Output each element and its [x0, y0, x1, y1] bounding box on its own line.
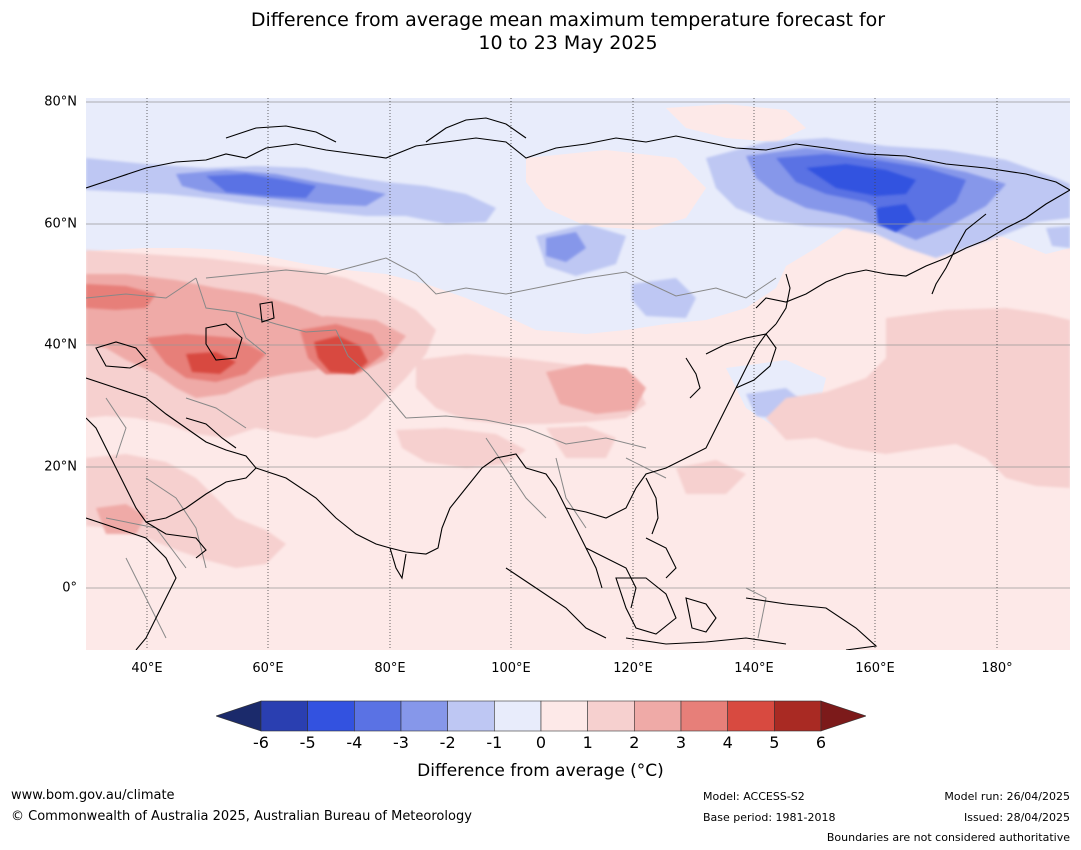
warm-anomaly-region — [526, 150, 706, 230]
warm-anomaly-region — [86, 284, 156, 310]
colorbar-extend-high — [820, 700, 866, 732]
cool-anomaly-region — [876, 204, 916, 232]
warm-anomaly-region — [314, 336, 368, 374]
cool-anomaly-region — [546, 232, 586, 262]
copyright-text: © Commonwealth of Australia 2025, Austra… — [11, 809, 472, 824]
lon-label-160e: 160°E — [855, 661, 895, 676]
map-title: Difference from average mean maximum tem… — [0, 9, 1081, 55]
warm-anomaly-region — [396, 428, 526, 468]
colorbar-cell — [727, 700, 775, 732]
cool-anomaly-region — [1046, 226, 1070, 248]
warm-anomaly-region — [666, 104, 806, 142]
lon-label-120e: 120°E — [613, 661, 653, 676]
latitude-gridlines — [86, 101, 1070, 589]
warm-anomaly-region — [186, 352, 236, 374]
colorbar-cell — [634, 700, 682, 732]
colorbar-extend-low — [216, 700, 262, 732]
lon-label-140e: 140°E — [734, 661, 774, 676]
colorbar-tick-label: 2 — [629, 733, 640, 752]
base-period-text: Base period: 1981-2018 — [703, 811, 836, 824]
colorbar-title: Difference from average (°C) — [417, 761, 664, 781]
warm-anomaly-region — [86, 274, 346, 398]
colorbar-cell — [307, 700, 355, 732]
lon-label-60e: 60°E — [252, 661, 284, 676]
colorbar-tick-label: -1 — [486, 733, 503, 752]
cool-anomaly-region — [806, 164, 916, 196]
country-boundaries — [86, 257, 777, 639]
colorbar — [216, 700, 866, 732]
colorbar-tick-label: 5 — [769, 733, 780, 752]
lon-label-40e: 40°E — [131, 661, 163, 676]
title-line-2: 10 to 23 May 2025 — [478, 32, 658, 54]
warm-anomaly-region — [766, 308, 1070, 488]
lat-label-0: 0° — [62, 580, 77, 596]
colorbar-tick-label: 0 — [535, 733, 547, 752]
model-run-text: Model run: 26/04/2025 — [944, 790, 1070, 803]
colorbar-cell — [587, 700, 635, 732]
lat-label-40n: 40°N — [44, 337, 77, 353]
colorbar-tick-label: -2 — [439, 733, 456, 752]
colorbar-tick-label: 6 — [815, 733, 827, 752]
colorbar-cell — [400, 700, 448, 732]
lon-label-100e: 100°E — [491, 661, 531, 676]
warm-anomaly-region — [86, 454, 286, 568]
lon-label-80e: 80°E — [374, 661, 406, 676]
warm-anomaly-region — [546, 364, 646, 414]
colorbar-cell — [774, 700, 822, 732]
title-line-1: Difference from average mean maximum tem… — [250, 9, 886, 31]
colorbar-tick-label: 4 — [722, 733, 733, 752]
colorbar-tick-label: 3 — [675, 733, 687, 752]
lat-label-20n: 20°N — [44, 459, 77, 475]
colorbar-cell — [447, 700, 495, 732]
colorbar-tick-label: -3 — [393, 733, 409, 752]
temperature-anomaly-map — [86, 98, 1070, 650]
lat-label-60n: 60°N — [44, 216, 77, 232]
lon-label-180: 180° — [981, 661, 1013, 676]
map-canvas — [86, 98, 1070, 650]
coastlines — [86, 117, 1070, 650]
website-link[interactable]: www.bom.gov.au/climate — [11, 788, 175, 803]
colorbar-tick-label: -6 — [253, 733, 269, 752]
colorbar-tick-label: -4 — [346, 733, 363, 752]
colorbar-tick-label: 1 — [582, 733, 593, 752]
warm-anomaly-region — [676, 460, 746, 494]
colorbar-cell — [354, 700, 402, 732]
issued-text: Issued: 28/04/2025 — [963, 811, 1070, 824]
colorbar-cell — [260, 700, 308, 732]
longitude-gridlines — [146, 98, 998, 650]
cool-anomaly-region — [632, 278, 696, 318]
colorbar-cell — [540, 700, 588, 732]
lat-label-80n: 80°N — [44, 94, 77, 110]
colorbar-cell — [680, 700, 728, 732]
colorbar-cell — [494, 700, 542, 732]
cool-anomaly-region — [206, 174, 316, 198]
colorbar-tick-label: -5 — [299, 733, 316, 752]
warm-anomaly-region — [96, 504, 146, 534]
model-text: Model: ACCESS-S2 — [703, 790, 805, 803]
disclaimer-text: Boundaries are not considered authoritat… — [826, 831, 1070, 844]
